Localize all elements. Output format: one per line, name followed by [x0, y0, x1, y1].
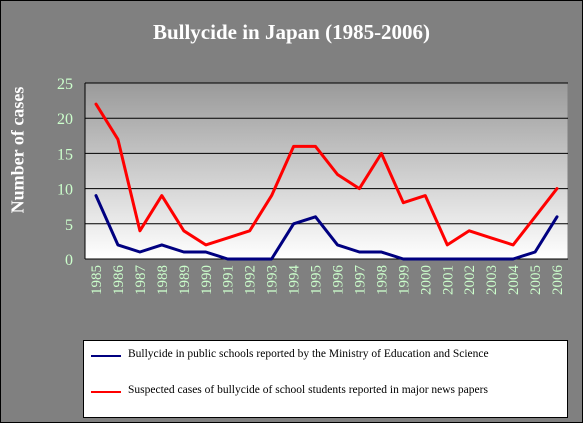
legend: Bullycide in public schools reported by …: [83, 340, 568, 418]
x-tick-labels: 1985 1986 1987 1988 1989 1990 1991 1992 1993 1994…: [89, 265, 566, 296]
legend-swatch-ministry: [91, 355, 121, 357]
y-tick-label: 0: [65, 252, 73, 269]
y-tick-label: 5: [65, 217, 73, 234]
x-tick-label: 1988: [155, 265, 171, 295]
x-tick-label: 1990: [199, 265, 215, 295]
y-tick-label: 10: [57, 182, 73, 199]
y-tick-label: 15: [57, 146, 73, 163]
series-lines: [94, 102, 559, 261]
x-tick-label: 1992: [243, 265, 259, 295]
x-tick-label: 1985: [89, 265, 105, 295]
legend-label-newspapers: Suspected cases of bullycide of school s…: [128, 384, 488, 396]
x-tick-label: 2002: [462, 265, 478, 295]
x-tick-label: 1994: [287, 265, 303, 296]
x-tick-label: 2001: [440, 265, 456, 295]
x-tick-label: 1993: [265, 265, 281, 295]
y-tick-labels: 0 5 10 15 20 25: [57, 76, 73, 269]
x-tick-label: 1991: [221, 265, 237, 295]
x-tick-label: 2000: [418, 265, 434, 295]
x-tick-label: 1987: [133, 265, 149, 296]
x-tick-label: 1998: [374, 265, 390, 295]
y-tick-label: 25: [57, 76, 73, 93]
series-line-newspapers: [94, 102, 559, 247]
x-tick-label: 1997: [352, 265, 368, 296]
x-tick-label: 2006: [550, 265, 566, 296]
x-tick-label: 2005: [528, 265, 544, 295]
series-line-ministry: [94, 194, 559, 261]
x-tick-label: 1986: [111, 265, 127, 296]
legend-swatch-newspapers: [91, 391, 121, 393]
legend-label-ministry: Bullycide in public schools reported by …: [128, 348, 489, 360]
x-tick-label: 2003: [484, 265, 500, 295]
x-tick-label: 1989: [177, 265, 193, 295]
chart-title: Bullycide in Japan (1985-2006): [152, 20, 431, 44]
y-tick-label: 20: [57, 111, 73, 128]
x-tick-label: 1995: [309, 265, 325, 295]
x-tick-label: 2004: [506, 265, 522, 296]
grid-lines: [85, 82, 568, 225]
x-tick-label: 1996: [331, 265, 347, 296]
x-tick-label: 1999: [396, 265, 412, 295]
